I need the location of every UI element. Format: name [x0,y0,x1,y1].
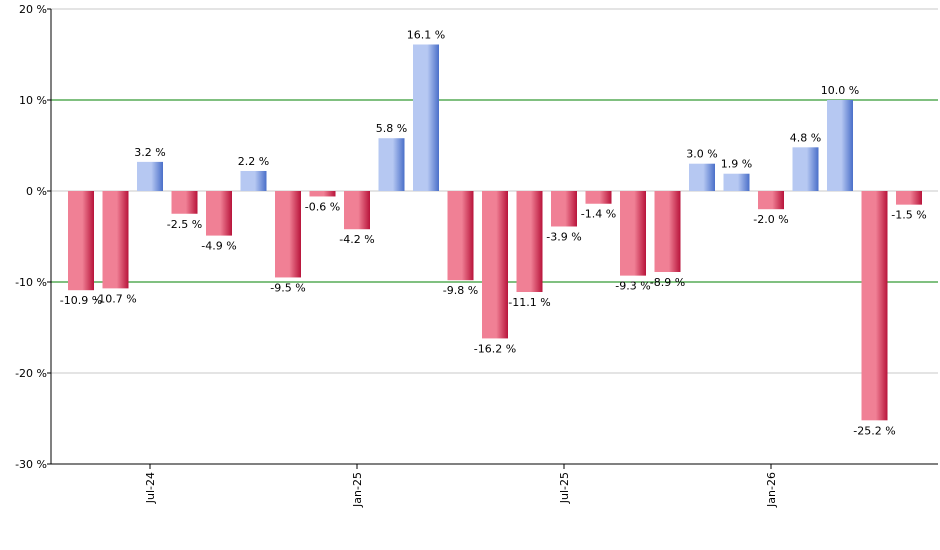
bar [137,161,163,191]
data-label: -9.5 % [270,281,305,294]
data-label: -3.9 % [546,230,581,243]
bar [620,191,646,276]
data-label: -11.1 % [508,296,550,309]
x-tick-label: Jul-25 [558,472,571,504]
bar [171,191,198,214]
data-label: -1.4 % [581,208,616,221]
bar [516,191,543,293]
data-label: 5.8 % [376,122,407,135]
bar [689,163,715,191]
axes: 20 % 10 % 0 % -10 % -20 % -30 % Jul-24 Jan-25 Ju… [15,3,938,508]
data-label: 3.2 % [134,146,165,159]
bar [447,191,474,281]
data-label: 2.2 % [238,155,269,168]
bar [896,191,922,205]
bar [482,191,508,339]
bar [827,100,853,191]
bar [585,191,612,204]
x-tick-label: Jan-26 [765,472,778,508]
bar [102,191,129,289]
bar [240,170,267,191]
x-tick-label: Jan-25 [351,472,364,508]
bar [654,191,681,272]
y-tick-label: 20 % [19,3,47,16]
data-label: 16.1 % [407,28,445,41]
y-tick-label: -10 % [15,276,47,289]
bar [758,191,784,210]
y-tick-label: 0 % [26,185,47,198]
data-label: 4.8 % [790,131,821,144]
data-label: -1.5 % [891,209,926,222]
data-label: -8.9 % [650,276,685,289]
bar [413,44,439,191]
data-label: -2.5 % [167,218,202,231]
bar [723,173,750,191]
data-label: -4.2 % [339,233,374,246]
bar [309,191,336,197]
bar [206,191,232,236]
data-label: -25.2 % [853,424,895,437]
bar [275,191,301,278]
data-label: 3.0 % [686,148,717,161]
data-label: -9.3 % [615,280,650,293]
data-label: -9.8 % [443,284,478,297]
data-label: 10.0 % [821,84,859,97]
y-tick-label: -30 % [15,458,47,471]
data-label: -10.9 % [60,294,102,307]
bar [792,147,819,191]
data-labels: -10.9 %-10.7 % 3.2 % -2.5 % -4.9 % 2.2 % -9.5… [60,28,927,437]
y-tick-label: -20 % [15,367,47,380]
bar [378,138,405,191]
data-label: 1.9 % [721,158,752,171]
x-tick-label: Jul-24 [144,472,157,504]
bar [68,191,94,291]
data-label: -16.2 % [474,342,516,355]
bar [551,191,577,227]
data-label: -2.0 % [753,213,788,226]
data-label: -0.6 % [305,200,340,213]
bar [344,191,370,230]
data-label: -10.7 % [94,292,136,305]
y-tick-label: 10 % [19,94,47,107]
bars [68,44,922,421]
bar [861,191,888,421]
data-label: -4.9 % [201,240,236,253]
